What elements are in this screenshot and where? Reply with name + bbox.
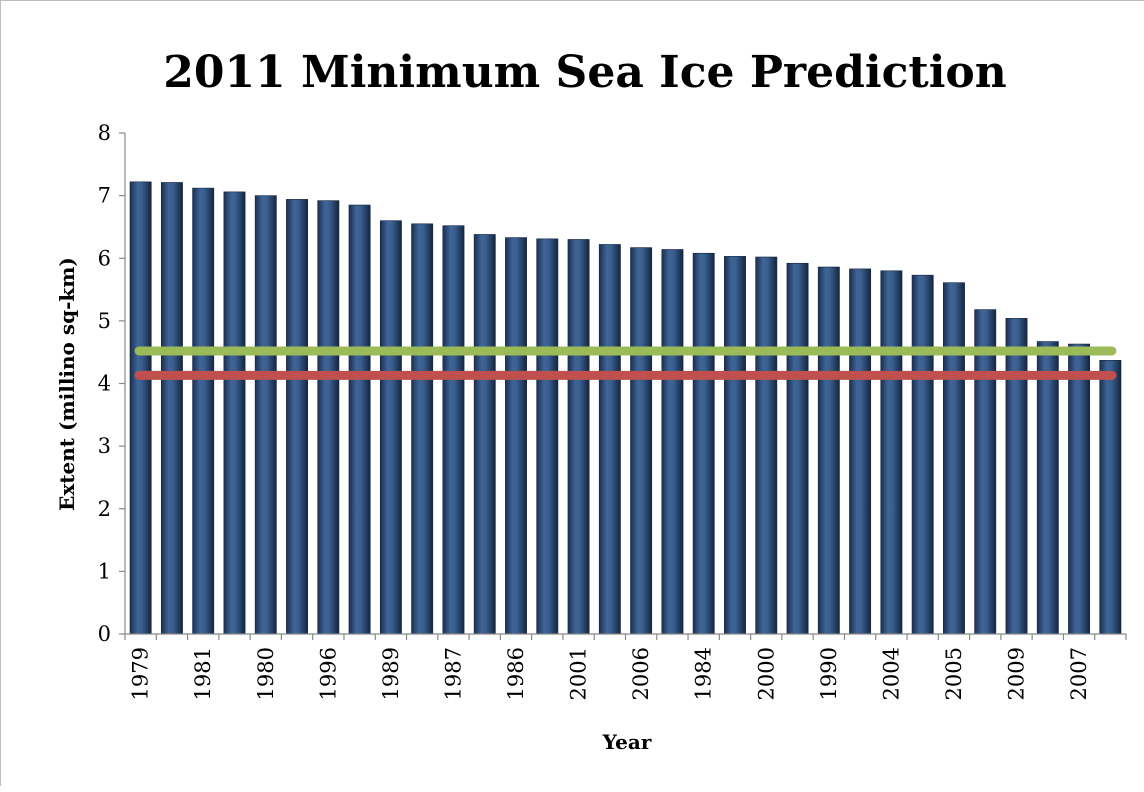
bar <box>348 204 371 635</box>
bar <box>317 200 340 635</box>
x-tick-label: 2009 <box>1005 647 1029 700</box>
bar <box>880 270 903 635</box>
bar <box>974 309 997 635</box>
bar <box>160 182 183 635</box>
bar <box>755 256 778 635</box>
x-tick-label: 1981 <box>191 647 215 700</box>
bar <box>1068 343 1091 635</box>
x-tick-label: 2005 <box>942 647 966 700</box>
bar <box>536 238 559 635</box>
bars-group <box>129 181 1122 635</box>
reference-lines-group <box>134 346 1117 380</box>
y-axis-title: Extent (millino sq-km) <box>55 257 79 511</box>
bar <box>129 181 152 635</box>
x-tick-label: 2004 <box>879 647 903 700</box>
bar <box>411 223 434 635</box>
bar <box>286 199 308 635</box>
y-tick-label: 3 <box>98 434 111 458</box>
y-tick-label: 5 <box>98 309 111 333</box>
y-tick-label: 0 <box>98 622 111 646</box>
bar <box>223 191 246 635</box>
x-tick-label: 2007 <box>1067 647 1091 700</box>
x-tick-label: 2001 <box>567 647 591 700</box>
x-tick-label: 1989 <box>379 647 403 700</box>
bar <box>1099 360 1122 635</box>
bar <box>505 237 527 635</box>
x-tick-label: 1984 <box>692 647 716 700</box>
bar <box>1036 341 1059 635</box>
bar <box>192 187 215 635</box>
bar <box>661 249 684 635</box>
bar <box>911 274 934 635</box>
bar <box>442 225 465 635</box>
x-tick-label: 2000 <box>754 647 778 700</box>
x-tick-label: 1980 <box>254 647 278 700</box>
x-tick-label: 1996 <box>316 647 340 700</box>
bar <box>254 195 277 635</box>
bar <box>1005 318 1028 635</box>
bar <box>724 256 746 635</box>
bar <box>567 239 590 635</box>
bar <box>943 282 965 635</box>
bar <box>598 244 621 635</box>
x-axis-title: Year <box>602 730 652 754</box>
x-tick-label: 2006 <box>629 647 653 700</box>
y-ticks-group: 0 1 2 3 4 5 6 7 8 <box>98 121 125 646</box>
bar <box>692 252 715 635</box>
bar <box>849 268 872 635</box>
bar <box>473 234 496 635</box>
x-tick-label: 1990 <box>817 647 841 700</box>
bar <box>786 262 809 635</box>
x-tick-label: 1979 <box>129 647 153 700</box>
y-tick-label: 6 <box>98 246 111 270</box>
x-ticks-group: 1979 1981 1980 1996 1989 1987 1986 2001 2006 1984… <box>124 634 1127 700</box>
x-tick-label: 1986 <box>504 647 528 700</box>
bar <box>630 247 653 635</box>
y-tick-label: 7 <box>98 184 111 208</box>
y-tick-label: 1 <box>98 559 111 583</box>
y-tick-label: 4 <box>98 372 111 396</box>
x-tick-label: 1987 <box>441 647 465 700</box>
bar <box>817 266 840 635</box>
bar <box>379 220 402 635</box>
chart-title: 2011 Minimum Sea Ice Prediction <box>163 47 1007 98</box>
y-tick-label: 8 <box>98 121 111 145</box>
y-tick-label: 2 <box>98 497 111 521</box>
